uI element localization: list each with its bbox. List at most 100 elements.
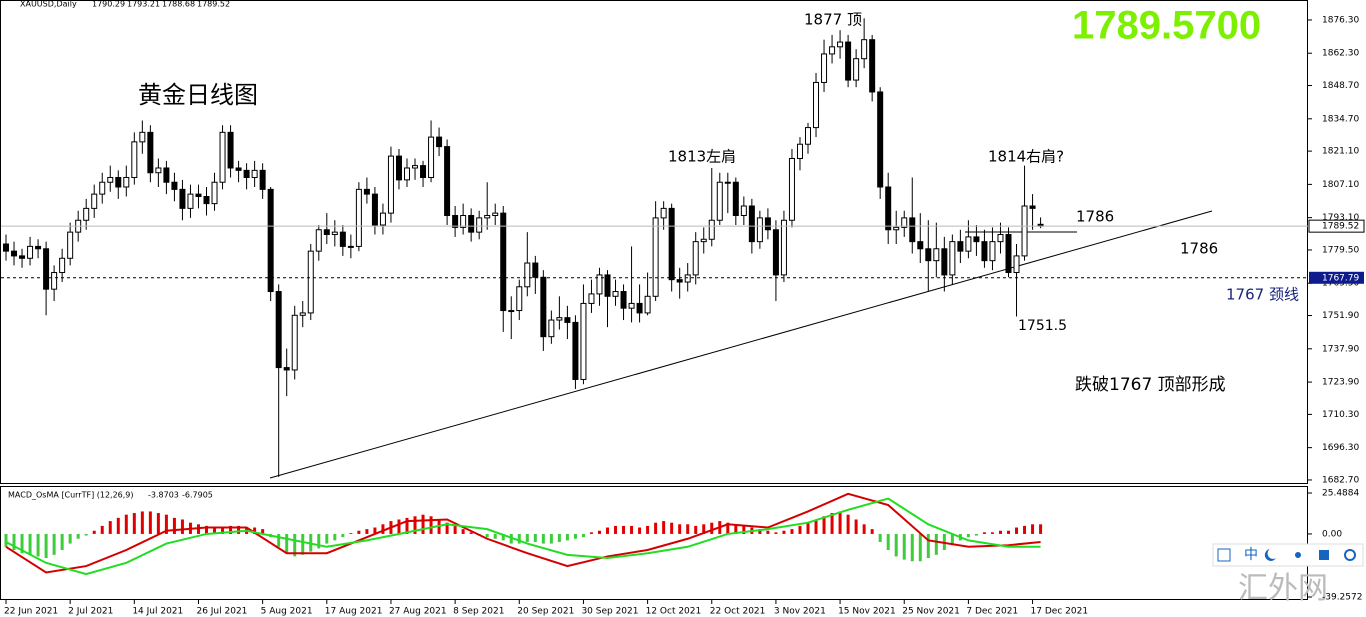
y-tick-label: 1751.90 xyxy=(1322,311,1359,321)
y-tick-label: 1834.70 xyxy=(1322,114,1359,124)
candle-body xyxy=(251,169,258,178)
candle-body xyxy=(83,207,90,221)
candle-body xyxy=(267,188,274,293)
candle-body xyxy=(660,207,667,219)
toolbar-icon[interactable] xyxy=(1319,550,1329,560)
candle-body xyxy=(548,319,555,338)
candle-body xyxy=(227,131,234,169)
trend-line xyxy=(269,210,1213,479)
candle-body xyxy=(347,245,354,248)
candle-body xyxy=(893,226,900,231)
candle-body xyxy=(147,131,154,174)
candle-body xyxy=(235,167,242,171)
candle-body xyxy=(628,302,635,309)
indicator-value: -6.7905 xyxy=(182,491,213,500)
candle-body xyxy=(331,231,338,236)
candle-body xyxy=(259,169,266,190)
candle-body xyxy=(179,188,186,209)
candle-body xyxy=(27,245,34,259)
candle-body xyxy=(780,219,787,276)
candle-body xyxy=(957,241,964,252)
annotation: 跌破1767 顶部形成 xyxy=(1075,375,1226,395)
candle-body xyxy=(532,262,539,278)
candle-body xyxy=(933,248,940,262)
candle-body xyxy=(772,229,779,276)
x-tick-label: 14 Jul 2021 xyxy=(132,607,183,617)
candle-body xyxy=(203,195,210,205)
candle-body xyxy=(973,236,980,243)
x-tick-label: 30 Sep 2021 xyxy=(581,607,638,617)
candle-body xyxy=(821,53,828,83)
x-tick-label: 22 Oct 2021 xyxy=(710,607,766,617)
candle-body xyxy=(965,236,972,252)
candle-body xyxy=(925,248,932,262)
candle-body xyxy=(748,205,755,243)
y-tick-label: 1682.70 xyxy=(1322,475,1359,485)
toolbar-icon[interactable] xyxy=(1295,552,1301,558)
candle-body xyxy=(997,234,1004,243)
candle-body xyxy=(652,217,659,297)
macd-line xyxy=(5,497,1041,576)
candle-body xyxy=(452,215,459,228)
candle-body xyxy=(243,169,250,178)
macd-panel xyxy=(0,486,1308,600)
candle-body xyxy=(508,310,515,313)
candle-body xyxy=(91,193,98,209)
candle-body xyxy=(187,193,194,209)
x-tick-label: 26 Jul 2021 xyxy=(196,607,247,617)
quote: 1789.5700 xyxy=(1072,4,1261,48)
candle-body xyxy=(99,181,106,195)
y-tick-label: 1710.30 xyxy=(1322,410,1359,420)
candle-body xyxy=(404,167,410,181)
candle-body xyxy=(989,241,996,262)
y-tick-label: 1696.30 xyxy=(1322,443,1359,453)
candle-body xyxy=(588,293,595,304)
toolbar-box xyxy=(1212,543,1364,567)
toolbar-icon[interactable] xyxy=(1217,548,1231,562)
candle-body xyxy=(981,241,988,262)
y2-tick-label: -39.2572 xyxy=(1322,593,1362,603)
x-tick-label: 15 Nov 2021 xyxy=(838,607,896,617)
x-tick-label: 3 Nov 2021 xyxy=(774,607,826,617)
toolbar-icon[interactable] xyxy=(1344,549,1356,561)
neck-label: 1767.79 xyxy=(1322,273,1359,283)
x-tick-label: 8 Sep 2021 xyxy=(453,607,504,617)
x-tick-label: 20 Sep 2021 xyxy=(517,607,574,617)
annotation: 1813左肩 xyxy=(668,148,736,166)
candle-body xyxy=(941,248,948,276)
candle-body xyxy=(564,317,571,323)
indicator-title: MACD_OsMA [CurrTF] (12,26,9) xyxy=(8,491,134,500)
candle-body xyxy=(724,181,731,184)
x-tick-label: 25 Nov 2021 xyxy=(902,607,960,617)
candle-body xyxy=(644,295,651,314)
candle-body xyxy=(700,238,707,243)
candle-body xyxy=(428,136,435,178)
candle-body xyxy=(355,188,362,247)
candle-body xyxy=(412,165,419,169)
annotation: 1814右肩? xyxy=(988,148,1064,166)
toolbar-label[interactable]: 中 xyxy=(1244,547,1258,563)
candle-body xyxy=(315,229,322,252)
candle-body xyxy=(516,286,523,312)
candle-body xyxy=(556,317,563,321)
candle-body xyxy=(901,217,908,228)
candle-body xyxy=(323,229,330,236)
x-tick-label: 22 Jun 2021 xyxy=(4,607,58,617)
toolbar-icon[interactable] xyxy=(1264,549,1276,561)
candle-body xyxy=(371,193,378,226)
candle-body xyxy=(716,181,723,221)
annotation: 1786 xyxy=(1180,240,1218,258)
x-tick-label: 27 Aug 2021 xyxy=(389,607,447,617)
y-tick-label: 1779.50 xyxy=(1322,245,1359,255)
candle-body xyxy=(195,193,202,197)
candle-body xyxy=(339,231,346,247)
candle-body xyxy=(163,167,170,183)
candle-body xyxy=(829,46,836,55)
candle-body xyxy=(756,217,763,243)
candle-body xyxy=(307,250,314,314)
y-tick-label: 1821.10 xyxy=(1322,147,1359,157)
candle-body xyxy=(540,276,547,338)
candle-body xyxy=(51,272,58,290)
toolbar[interactable] xyxy=(1212,543,1364,567)
candle-body xyxy=(211,181,218,205)
